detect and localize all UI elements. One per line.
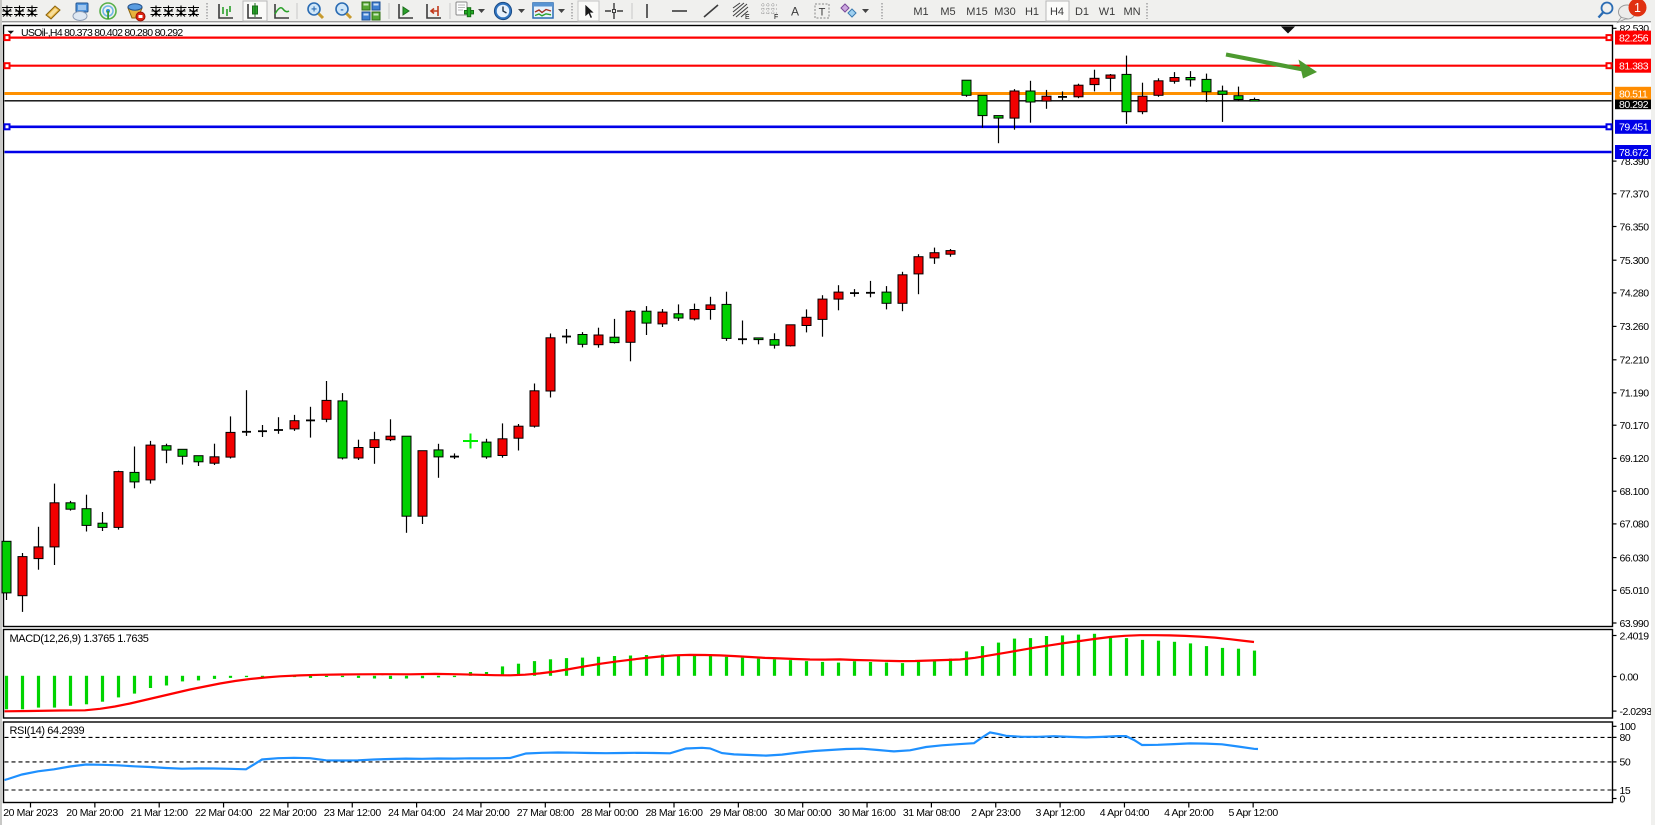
svg-text:MACD(12,26,9) 1.3765 1.7635: MACD(12,26,9) 1.3765 1.7635 <box>10 633 149 645</box>
svg-text:80.511: 80.511 <box>1619 88 1648 100</box>
svg-text:30 Mar 00:00: 30 Mar 00:00 <box>774 807 832 819</box>
svg-text:4 Apr 20:00: 4 Apr 20:00 <box>1164 807 1214 819</box>
svg-text:31 Mar 08:00: 31 Mar 08:00 <box>903 807 961 819</box>
svg-text:21 Mar 12:00: 21 Mar 12:00 <box>131 807 189 819</box>
svg-text:23 Mar 12:00: 23 Mar 12:00 <box>324 807 382 819</box>
svg-text:74.280: 74.280 <box>1620 288 1650 300</box>
svg-text:73.260: 73.260 <box>1620 321 1650 333</box>
svg-text:2.4019: 2.4019 <box>1620 630 1650 642</box>
svg-text:72.210: 72.210 <box>1620 355 1650 367</box>
svg-text:15: 15 <box>1620 785 1631 797</box>
svg-text:30 Mar 16:00: 30 Mar 16:00 <box>839 807 897 819</box>
svg-text:67.080: 67.080 <box>1620 519 1650 531</box>
svg-text:78.672: 78.672 <box>1619 147 1649 159</box>
svg-text:82.256: 82.256 <box>1619 32 1649 44</box>
svg-text:63.990: 63.990 <box>1620 618 1650 630</box>
svg-text:2 Apr 23:00: 2 Apr 23:00 <box>971 807 1021 819</box>
svg-text:+: + <box>311 5 317 16</box>
svg-text:22 Mar 04:00: 22 Mar 04:00 <box>195 807 253 819</box>
svg-text:66.030: 66.030 <box>1620 552 1650 564</box>
svg-text:69.120: 69.120 <box>1620 453 1650 465</box>
svg-text:MN: MN <box>1123 6 1140 18</box>
svg-text:D1: D1 <box>1075 6 1089 18</box>
svg-text:M15: M15 <box>966 6 987 18</box>
svg-text:77.370: 77.370 <box>1620 189 1650 201</box>
svg-text:65.010: 65.010 <box>1620 585 1650 597</box>
svg-text:-2.0293: -2.0293 <box>1620 706 1653 718</box>
svg-text:M1: M1 <box>913 6 928 18</box>
svg-text:5 Apr 12:00: 5 Apr 12:00 <box>1228 807 1278 819</box>
svg-text:20 Mar 2023: 20 Mar 2023 <box>3 807 58 819</box>
svg-text:28 Mar 00:00: 28 Mar 00:00 <box>581 807 639 819</box>
svg-text:24 Mar 04:00: 24 Mar 04:00 <box>388 807 446 819</box>
svg-text:E: E <box>745 14 750 21</box>
svg-text:1: 1 <box>1634 1 1641 15</box>
svg-text:29 Mar 08:00: 29 Mar 08:00 <box>710 807 768 819</box>
svg-text:80: 80 <box>1620 732 1631 744</box>
svg-text:81.383: 81.383 <box>1619 61 1649 73</box>
svg-text:H4: H4 <box>1050 6 1064 18</box>
svg-text:24 Mar 20:00: 24 Mar 20:00 <box>452 807 510 819</box>
svg-text:USOil-,H4 80.373 80.402 80.28: USOil-,H4 80.373 80.402 80.280 80.292 <box>21 27 183 39</box>
svg-text:75.300: 75.300 <box>1620 255 1650 267</box>
svg-text:W1: W1 <box>1099 6 1116 18</box>
svg-text:28 Mar 16:00: 28 Mar 16:00 <box>645 807 703 819</box>
svg-text:0: 0 <box>1620 793 1626 805</box>
svg-text:27 Mar 08:00: 27 Mar 08:00 <box>517 807 575 819</box>
svg-text:M5: M5 <box>940 6 955 18</box>
svg-text:F: F <box>774 14 778 21</box>
svg-text:T: T <box>819 7 826 19</box>
svg-text:3 Apr 12:00: 3 Apr 12:00 <box>1035 807 1085 819</box>
svg-text:H1: H1 <box>1025 6 1039 18</box>
svg-text:100: 100 <box>1620 721 1637 733</box>
svg-text:22 Mar 20:00: 22 Mar 20:00 <box>259 807 317 819</box>
svg-text:4 Apr 04:00: 4 Apr 04:00 <box>1100 807 1150 819</box>
svg-text:71.190: 71.190 <box>1620 388 1650 400</box>
svg-text:A: A <box>791 5 799 19</box>
svg-text:20 Mar 20:00: 20 Mar 20:00 <box>66 807 124 819</box>
svg-text:RSI(14) 64.2939: RSI(14) 64.2939 <box>10 725 85 737</box>
svg-text:70.170: 70.170 <box>1620 420 1650 432</box>
svg-text:79.451: 79.451 <box>1619 122 1649 134</box>
svg-text:76.350: 76.350 <box>1620 221 1650 233</box>
svg-text:0.00: 0.00 <box>1620 671 1639 683</box>
svg-text:-: - <box>340 5 343 16</box>
svg-text:50: 50 <box>1620 757 1631 769</box>
svg-text:68.100: 68.100 <box>1620 486 1650 498</box>
svg-text:80.292: 80.292 <box>1619 99 1649 111</box>
svg-text:M30: M30 <box>994 6 1015 18</box>
